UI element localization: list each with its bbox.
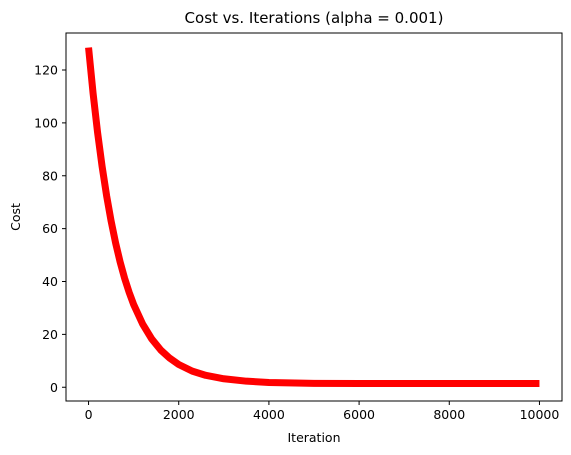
y-tick-label: 20 (42, 327, 58, 342)
cost-series-line (85, 47, 540, 388)
y-tick-label: 80 (42, 168, 58, 183)
y-tick-label: 120 (34, 63, 58, 78)
x-tick-label: 6000 (343, 407, 375, 422)
y-axis-label: Cost (8, 203, 23, 231)
plot-area-frame (65, 32, 563, 402)
x-tick-label: 2000 (163, 407, 195, 422)
series-layer (85, 47, 540, 388)
y-tick-label: 40 (42, 274, 58, 289)
x-tick-label: 8000 (433, 407, 465, 422)
y-tick-label: 0 (50, 380, 58, 395)
x-tick-label: 4000 (253, 407, 285, 422)
x-tick-label: 10000 (520, 407, 560, 422)
y-axis-ticks: 0 20 40 60 80 100 120 (34, 63, 66, 395)
x-axis-label: Iteration (287, 430, 340, 445)
x-tick-label: 0 (85, 407, 93, 422)
x-axis-ticks: 0 2000 4000 6000 8000 10000 (85, 401, 560, 422)
chart-title: Cost vs. Iterations (alpha = 0.001) (185, 9, 444, 27)
y-tick-label: 60 (42, 221, 58, 236)
y-tick-label: 100 (34, 115, 58, 130)
